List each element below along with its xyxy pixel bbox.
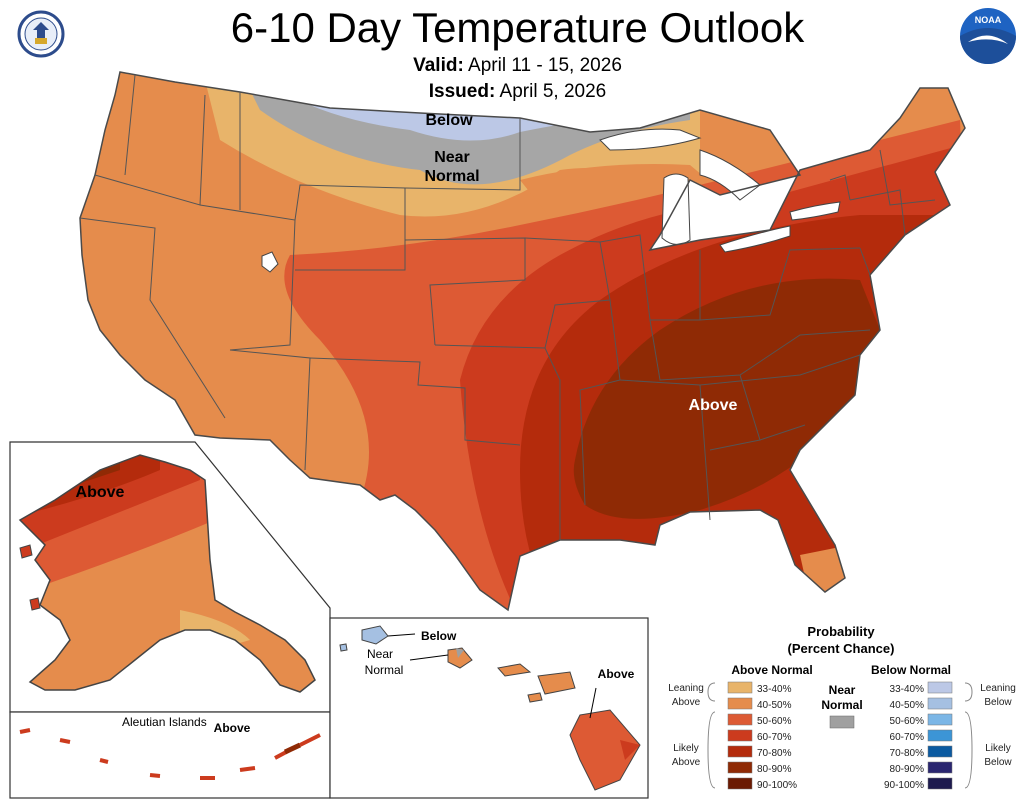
hawaii-near-label: Near bbox=[367, 647, 393, 661]
noaa-logo-text: NOAA bbox=[975, 15, 1002, 25]
above-class-swatch bbox=[727, 761, 753, 774]
legend-title-1: Probability bbox=[807, 624, 875, 639]
below-class-range-label: 40-50% bbox=[890, 700, 925, 711]
hawaii-normal-label: Normal bbox=[365, 663, 404, 677]
hawaii-below-label: Below bbox=[421, 629, 457, 643]
issued-label: Issued: bbox=[428, 81, 496, 102]
below-class-range-label: 90-100% bbox=[884, 780, 924, 791]
above-class-range-label: 33-40% bbox=[757, 684, 792, 695]
noaa-logo-icon: NOAA bbox=[960, 8, 1016, 64]
leaning-above-2: Above bbox=[672, 697, 701, 708]
below-class-swatch bbox=[927, 761, 953, 774]
below-class-swatch bbox=[927, 681, 953, 694]
near-normal-label-2: Normal bbox=[821, 698, 862, 712]
above-class-swatch bbox=[727, 697, 753, 710]
legend-title-2: (Percent Chance) bbox=[788, 641, 895, 656]
leaning-below-2: Below bbox=[984, 697, 1012, 708]
below-class-swatch bbox=[927, 777, 953, 790]
valid-row: Valid: April 11 - 15, 2026 bbox=[0, 53, 1035, 79]
below-class-range-label: 60-70% bbox=[890, 732, 925, 743]
below-class-range-label: 70-80% bbox=[890, 748, 925, 759]
above-class-range-label: 70-80% bbox=[757, 748, 792, 759]
above-class-swatch bbox=[727, 745, 753, 758]
commerce-seal-icon bbox=[17, 10, 65, 58]
leaning-above-1: Leaning bbox=[668, 683, 704, 694]
likely-below-2: Below bbox=[984, 757, 1012, 768]
hawaii-above-label: Above bbox=[598, 667, 635, 681]
likely-above-1: Likely bbox=[673, 743, 699, 754]
valid-dates: April 11 - 15, 2026 bbox=[468, 55, 622, 76]
likely-below-1: Likely bbox=[985, 743, 1011, 754]
aleutian-title: Aleutian Islands bbox=[122, 715, 207, 729]
above-class-range-label: 50-60% bbox=[757, 716, 792, 727]
conus-below-label: Below bbox=[425, 112, 473, 129]
below-class-swatch bbox=[927, 697, 953, 710]
likely-above-2: Above bbox=[672, 757, 701, 768]
alaska-above-label: Above bbox=[76, 484, 125, 501]
near-normal-swatch bbox=[829, 715, 855, 729]
below-class-range-label: 50-60% bbox=[890, 716, 925, 727]
below-class-swatch bbox=[927, 729, 953, 742]
probability-legend: Probability (Percent Chance) Above Norma… bbox=[668, 624, 1016, 791]
above-class-range-label: 80-90% bbox=[757, 764, 792, 775]
conus-near-label: Near bbox=[434, 149, 470, 166]
below-class-swatch bbox=[927, 713, 953, 726]
aleutian-above-label: Above bbox=[214, 721, 251, 735]
above-class-swatch bbox=[727, 729, 753, 742]
near-normal-label-1: Near bbox=[829, 683, 856, 697]
above-class-swatch bbox=[727, 681, 753, 694]
above-class-range-label: 60-70% bbox=[757, 732, 792, 743]
above-class-swatch bbox=[727, 777, 753, 790]
alaska-inset: Above bbox=[9, 441, 331, 713]
conus-above-label: Above bbox=[689, 397, 738, 414]
conus-normal-label: Normal bbox=[424, 168, 479, 185]
below-normal-header: Below Normal bbox=[871, 663, 951, 677]
above-class-range-label: 40-50% bbox=[757, 700, 792, 711]
below-class-range-label: 80-90% bbox=[890, 764, 925, 775]
issued-row: Issued: April 5, 2026 bbox=[0, 79, 1035, 105]
above-normal-header: Above Normal bbox=[731, 663, 812, 677]
above-class-range-label: 90-100% bbox=[757, 780, 797, 791]
leaning-below-1: Leaning bbox=[980, 683, 1016, 694]
aleutian-inset: Aleutian Islands Above bbox=[9, 711, 331, 799]
below-class-swatch bbox=[927, 745, 953, 758]
valid-label: Valid: bbox=[413, 55, 464, 76]
hawaii-inset: Below Near Normal Above bbox=[329, 617, 649, 799]
map-title: 6-10 Day Temperature Outlook bbox=[230, 4, 805, 51]
below-class-range-label: 33-40% bbox=[890, 684, 925, 695]
map-subtitle: Valid: April 11 - 15, 2026 Issued: April… bbox=[0, 53, 1035, 105]
above-class-swatch bbox=[727, 713, 753, 726]
above-normal-classes: 33-40% 40-50% 50-60% 60-70% 70-80% 80-90% 90-1… bbox=[727, 681, 797, 791]
issued-date: April 5, 2026 bbox=[499, 81, 607, 102]
below-normal-classes: 33-40% 40-50% 50-60% 60-70% 70-80% 80-90% 90-1… bbox=[884, 681, 953, 791]
